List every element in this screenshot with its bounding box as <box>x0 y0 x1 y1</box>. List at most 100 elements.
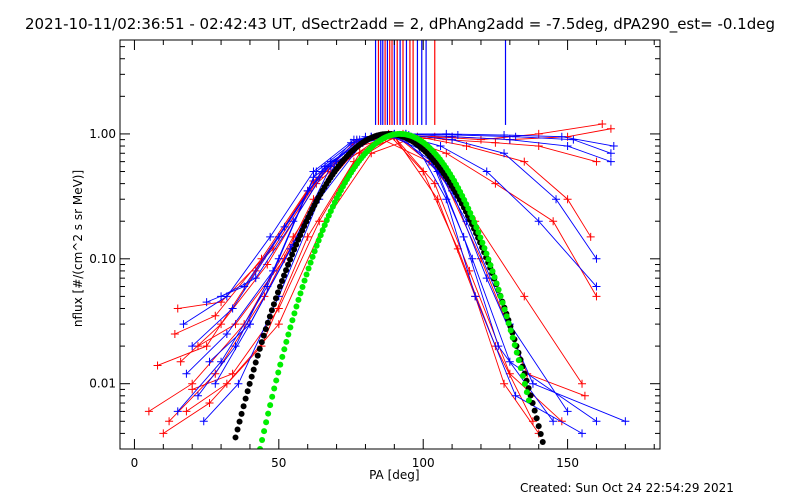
fit-black-dot <box>285 261 292 268</box>
fit-black-dot <box>291 246 298 253</box>
fit-green-dot <box>307 259 314 266</box>
blue-point <box>482 167 491 176</box>
fit-green-dot <box>285 331 292 338</box>
blue-line <box>209 136 626 422</box>
x-tick-label: 150 <box>556 456 579 470</box>
red-line <box>174 123 603 335</box>
fit-green-dot <box>489 268 496 275</box>
blue-point <box>205 357 214 366</box>
blue-point <box>500 149 509 158</box>
blue-point <box>563 142 572 151</box>
red-point <box>598 120 607 129</box>
red-point <box>231 320 240 329</box>
red-point <box>520 292 529 301</box>
fit-black-dot <box>289 251 296 258</box>
fit-black-dot <box>266 313 273 320</box>
red-line <box>177 136 597 309</box>
blue-point <box>505 357 514 366</box>
red-point <box>433 195 442 204</box>
blue-point <box>234 379 243 388</box>
fit-green-dot <box>475 229 482 236</box>
red-line <box>197 136 592 347</box>
blue-point <box>592 417 601 426</box>
y-tick-label: 0.10 <box>89 252 116 266</box>
red-point <box>251 266 260 275</box>
fit-green-dot <box>505 320 512 327</box>
blue-point <box>217 357 226 366</box>
y-tick-label: 0.01 <box>89 377 116 391</box>
fit-green-dot <box>323 217 330 224</box>
fit-green-dot <box>485 256 492 263</box>
fit-green-dot <box>249 483 255 489</box>
fit-green-dot <box>473 224 480 231</box>
red-point <box>315 217 324 226</box>
red-point <box>419 167 428 176</box>
red-point <box>592 157 601 166</box>
red-point <box>557 417 566 426</box>
blue-point <box>528 379 537 388</box>
blue-series-0 <box>193 129 558 426</box>
blue-point <box>453 131 462 140</box>
fit-green-dot <box>497 293 504 300</box>
red-point <box>549 217 558 226</box>
fit-green-dot <box>305 265 312 272</box>
blue-point <box>552 195 561 204</box>
blue-point <box>182 369 191 378</box>
fit-green-dot <box>483 250 490 257</box>
fit-green-dot <box>299 283 306 290</box>
fit-black-dot <box>281 272 288 279</box>
chart-title: 2021-10-11/02:36:51 - 02:42:43 UT, dSect… <box>24 15 775 33</box>
fit-black-dot <box>531 407 538 414</box>
x-tick-label: 0 <box>131 456 139 470</box>
fit-green-dot <box>521 380 528 387</box>
red-point <box>176 357 185 366</box>
blue-point <box>468 254 477 263</box>
fit-black-dot <box>238 410 245 417</box>
fit-black-dot <box>254 352 261 359</box>
blue-point <box>609 142 618 151</box>
created-timestamp: Created: Sun Oct 24 22:54:29 2021 <box>520 481 734 495</box>
fit-green-dot <box>289 317 296 324</box>
fit-black-dot <box>533 415 540 422</box>
fit-green-dot <box>467 210 474 217</box>
fit-black-dot <box>232 434 239 441</box>
red-point <box>580 391 589 400</box>
red-point <box>303 232 312 241</box>
fit-green-dot <box>503 313 510 320</box>
fit-green-dot <box>487 262 494 269</box>
red-line <box>163 136 563 434</box>
fit-green-dot <box>501 306 508 313</box>
blue-point <box>289 217 298 226</box>
blue-point <box>592 282 601 291</box>
blue-series-8 <box>179 129 618 329</box>
fit-green-dot <box>275 369 282 376</box>
red-point <box>182 407 191 416</box>
blue-point <box>606 149 615 158</box>
red-point <box>211 311 220 320</box>
fit-black-dot <box>297 232 304 239</box>
fit-green-dot <box>313 242 320 249</box>
red-point <box>217 320 226 329</box>
fit-green-dot <box>499 299 506 306</box>
fit-black-dot <box>283 267 290 274</box>
blue-point <box>188 342 197 351</box>
fit-black-dot <box>258 339 265 346</box>
red-point <box>165 417 174 426</box>
fit-green-dot <box>279 353 286 360</box>
y-axis-label: nflux [#/(cm^2 s sr MeV)] <box>71 170 85 327</box>
red-point <box>153 361 162 370</box>
fit-green-dot <box>265 410 272 417</box>
fit-green-dot <box>283 338 290 345</box>
fit-green-dot <box>315 237 322 244</box>
red-point <box>528 417 537 426</box>
fit-black-dot <box>293 241 300 248</box>
red-point <box>563 195 572 204</box>
blue-point <box>606 157 615 166</box>
blue-point <box>173 407 182 416</box>
blue-point <box>511 391 520 400</box>
red-point <box>144 407 153 416</box>
red-series-3 <box>182 124 615 416</box>
fit-black-dot <box>248 373 255 380</box>
fit-black-dot <box>242 395 249 402</box>
blue-point <box>222 330 231 339</box>
